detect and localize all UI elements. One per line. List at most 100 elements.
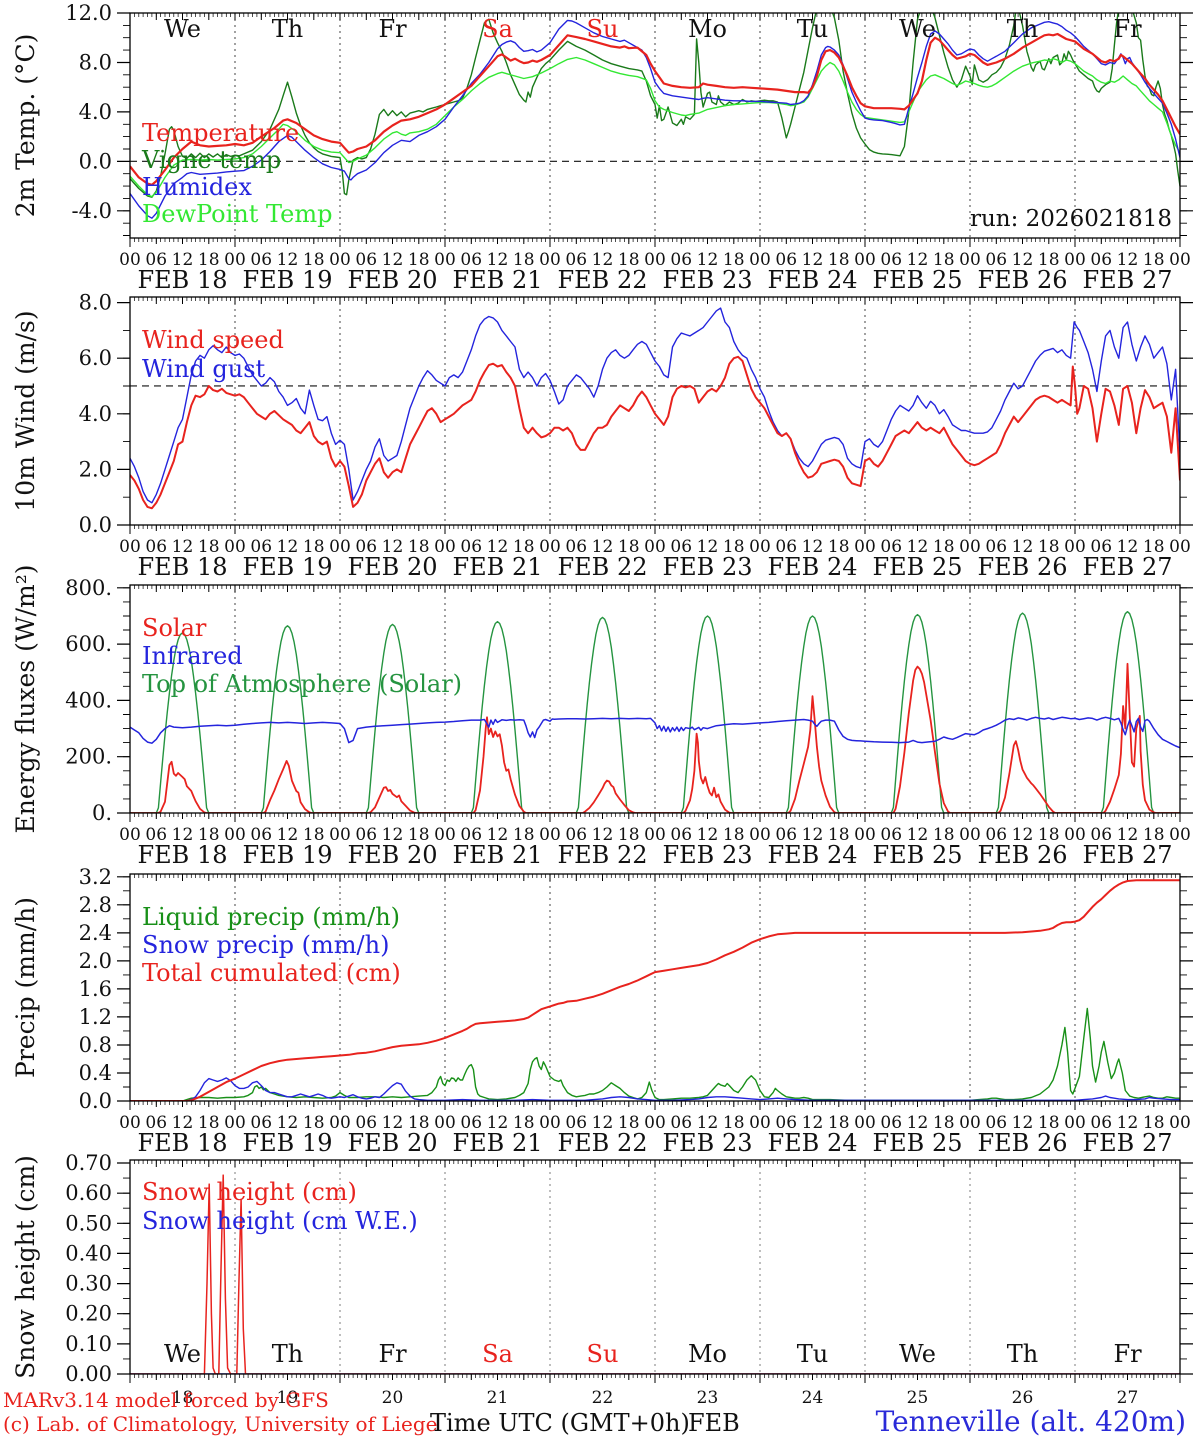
hour-label: 00 xyxy=(119,250,141,270)
series-wind-gust xyxy=(130,307,1180,504)
hour-label: 18 xyxy=(198,1113,220,1133)
hour-label: 06 xyxy=(985,1113,1007,1133)
date-label: FEB 24 xyxy=(768,841,858,869)
hour-label: 12 xyxy=(1117,537,1139,557)
hour-label: 12 xyxy=(1117,825,1139,845)
y-major-ticks xyxy=(117,876,1193,1102)
hour-label: 12 xyxy=(277,250,299,270)
date-label: FEB 20 xyxy=(348,841,438,869)
hour-label: 12 xyxy=(487,1113,509,1133)
model-run-label: run: 2026021818 xyxy=(969,206,1172,232)
date-label: FEB 27 xyxy=(1083,1129,1173,1157)
y-axis-title-precip: Precip (mm/h) xyxy=(11,897,40,1078)
date-label: FEB 20 xyxy=(348,1129,438,1157)
y-major-ticks xyxy=(117,302,1193,526)
hour-label: 18 xyxy=(1038,825,1060,845)
hour-label: 18 xyxy=(933,537,955,557)
hour-label: 18 xyxy=(303,537,325,557)
panel-frame xyxy=(129,873,1181,1102)
hour-label: 18 xyxy=(1143,825,1165,845)
hour-label: 18 xyxy=(723,537,745,557)
hour-label: 00 xyxy=(644,250,666,270)
date-label: FEB 24 xyxy=(768,1129,858,1157)
y-tick-label: 2.4 xyxy=(79,921,112,945)
date-label: FEB 21 xyxy=(453,841,543,869)
y-tick-label: -4.0 xyxy=(72,199,113,223)
hour-label: 18 xyxy=(513,250,535,270)
y-tick-label: 0.0 xyxy=(79,1089,112,1113)
date-label: FEB 19 xyxy=(243,841,333,869)
day-name-label: We xyxy=(899,1340,936,1368)
hour-label: 12 xyxy=(592,825,614,845)
date-label: FEB 18 xyxy=(138,1129,228,1157)
hour-label: 00 xyxy=(1064,250,1086,270)
hour-label: 12 xyxy=(277,537,299,557)
day-name-label: Mo xyxy=(688,1340,727,1368)
y-major-ticks xyxy=(117,12,1193,212)
hour-label: 18 xyxy=(1038,250,1060,270)
series-total-cumulated xyxy=(130,879,1180,1101)
hour-label: 06 xyxy=(145,250,167,270)
day-name-label: We xyxy=(164,15,201,43)
hour-label: 00 xyxy=(959,1113,981,1133)
date-label: FEB 27 xyxy=(1083,841,1173,869)
date-label: FEB 22 xyxy=(558,841,648,869)
hour-label: 12 xyxy=(487,537,509,557)
hour-label: 12 xyxy=(697,825,719,845)
hour-label: 12 xyxy=(697,537,719,557)
hour-label: 12 xyxy=(802,250,824,270)
hour-label: 18 xyxy=(723,1113,745,1133)
date-label: FEB 26 xyxy=(978,266,1068,294)
hour-label: 00 xyxy=(749,825,771,845)
day-name-label: Th xyxy=(272,1340,303,1368)
legend-temperature-3: DewPoint Temp xyxy=(142,200,333,228)
time-axis-title: Time UTC (GMT+0h) xyxy=(430,1409,690,1437)
hour-label: 18 xyxy=(618,1113,640,1133)
hour-label: 00 xyxy=(329,1113,351,1133)
series-dewpoint-temp xyxy=(130,56,1180,198)
date-label: FEB 19 xyxy=(243,553,333,581)
hour-label: 18 xyxy=(303,825,325,845)
hour-label: 00 xyxy=(434,1113,456,1133)
day-name-label: Tu xyxy=(797,15,828,43)
hour-label: 06 xyxy=(880,250,902,270)
date-label: FEB 18 xyxy=(138,841,228,869)
hour-label: 00 xyxy=(224,250,246,270)
legend-wind-0: Wind speed xyxy=(142,326,284,354)
y-axis-title-snow-height: Snow height (cm) xyxy=(11,1155,40,1379)
date-label: FEB 20 xyxy=(348,553,438,581)
hour-label: 00 xyxy=(1169,1113,1191,1133)
hour-label: 06 xyxy=(775,825,797,845)
hour-label: 00 xyxy=(1064,825,1086,845)
hour-label: 06 xyxy=(460,1113,482,1133)
y-tick-label: 2.8 xyxy=(79,893,112,917)
date-label: FEB 20 xyxy=(348,266,438,294)
hour-label: 12 xyxy=(382,250,404,270)
y-tick-label: 0.40 xyxy=(65,1241,112,1265)
hour-label: 06 xyxy=(880,825,902,845)
hour-label: 18 xyxy=(198,537,220,557)
panel-frame xyxy=(129,1159,1181,1375)
hour-label: 06 xyxy=(355,537,377,557)
hour-label: 00 xyxy=(329,250,351,270)
hour-label: 06 xyxy=(1090,250,1112,270)
panel-snow-height: 0.70 0.60 0.50 0.40 0.30 0.20 0.10 0.00 Snow hei… xyxy=(11,1151,1193,1408)
y-tick-label: 0.0 xyxy=(79,513,112,537)
hour-label: 00 xyxy=(539,250,561,270)
series-temperature xyxy=(130,32,1180,186)
legend-wind-1: Wind gust xyxy=(142,355,266,383)
y-tick-label: 0. xyxy=(92,801,112,825)
hour-label: 18 xyxy=(933,1113,955,1133)
day-number-label: 18 xyxy=(172,1388,194,1408)
hour-label: 12 xyxy=(277,1113,299,1133)
hour-label: 18 xyxy=(723,825,745,845)
series-liquid-precip xyxy=(130,1007,1180,1101)
hour-label: 00 xyxy=(329,825,351,845)
day-name-label: Su xyxy=(587,1340,619,1368)
month-label: FEB xyxy=(688,1409,740,1437)
hour-label: 00 xyxy=(1169,825,1191,845)
hour-label: 00 xyxy=(854,537,876,557)
day-number-label: 25 xyxy=(907,1388,929,1408)
hour-label: 18 xyxy=(933,250,955,270)
